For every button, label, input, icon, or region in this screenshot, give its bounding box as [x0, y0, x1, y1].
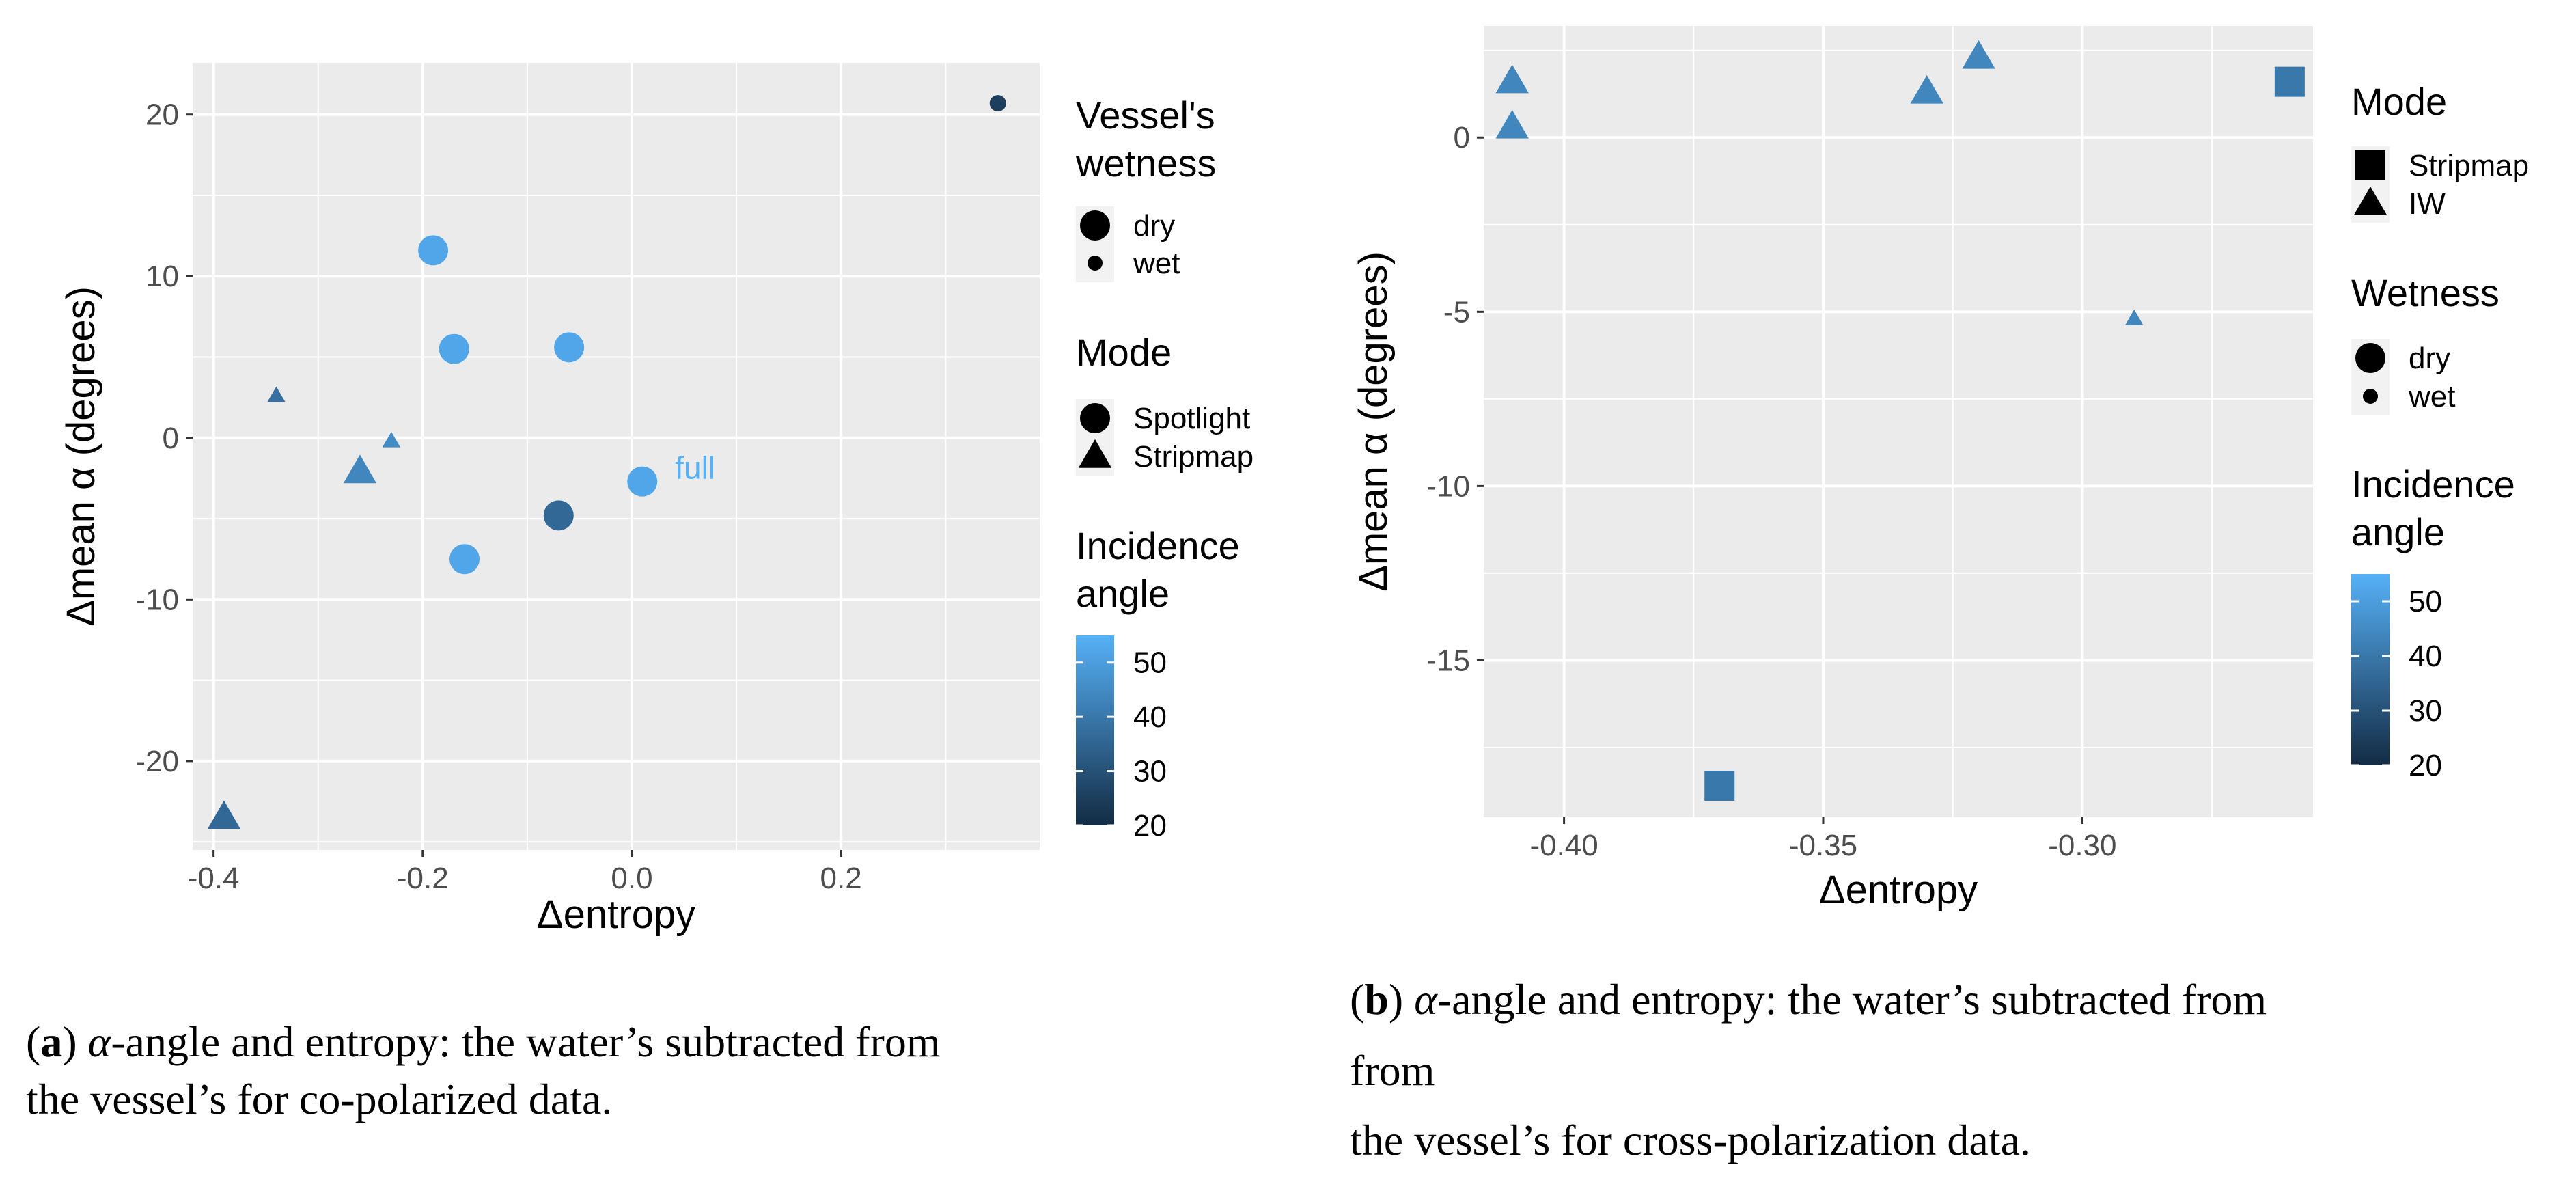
caption-text: -angle and entropy: the water’s subtract…: [1437, 975, 2267, 1024]
colorbar-tick-label: 20: [2409, 749, 2442, 782]
data-point: [2274, 66, 2305, 97]
legend-wetness-label: dry: [2409, 342, 2450, 375]
colorbar: [2351, 574, 2390, 765]
legend-wetness-title: wetness: [1075, 141, 1216, 184]
plot-panel: [193, 63, 1040, 850]
data-point: [627, 466, 658, 497]
caption-line: the vessel’s for cross-polarization data…: [1350, 1116, 2031, 1164]
legend-mode-key: [2353, 186, 2387, 215]
legend-mode-title: Mode: [2351, 80, 2447, 123]
legend-wetness-label: wet: [2408, 380, 2455, 413]
caption-label: (: [1350, 975, 1364, 1024]
caption-label: (: [26, 1017, 40, 1066]
caption-label: ): [62, 1017, 87, 1066]
y-tick-label: 20: [146, 98, 179, 132]
chart-a: -0.4 -0.2 0.0 0.2 -20 -10 0 10 20 Δentropy Δmean α…: [59, 63, 1254, 937]
legend-wetness-key: [2363, 389, 2378, 404]
colorbar-tick-label: 20: [1133, 809, 1167, 842]
legend: Wetness dry wet Mode Stripmap IW Incidenceangl…: [2351, 80, 2529, 782]
caption-label: ): [1389, 975, 1414, 1024]
legend-wetness-label: dry: [1133, 209, 1175, 243]
point-annotation: full: [675, 450, 715, 486]
legend-wetness-key: [1080, 210, 1110, 241]
caption-text: -angle and entropy: the water’s subtract…: [111, 1017, 940, 1066]
caption-line: the vessel’s for co-polarized data.: [26, 1075, 612, 1123]
x-tick-label: -0.40: [1529, 829, 1598, 862]
y-tick-label: -20: [135, 745, 179, 778]
data-point: [207, 800, 241, 829]
caption-line: (b) α-angle and entropy: the water’s sub…: [1350, 975, 2267, 1024]
chart-b: -0.40 -0.35 -0.30 -15 -10 -5 0 Δentropy Δmean α …: [1351, 26, 2529, 912]
data-point: [2125, 309, 2144, 325]
y-tick-label: 0: [1454, 121, 1470, 154]
colorbar-tick-label: 50: [2409, 585, 2442, 618]
y-tick-label: -5: [1443, 295, 1470, 329]
colorbar-tick-label: 30: [1133, 755, 1167, 789]
x-tick-label: 0.0: [611, 862, 652, 895]
legend-wetness-key: [1088, 256, 1103, 271]
data-point: [1495, 109, 1529, 139]
y-tick-label: -10: [1426, 469, 1470, 503]
legend-mode-label: Spotlight: [1133, 402, 1250, 435]
legend-mode-key: [1078, 439, 1112, 468]
caption-text: α: [1414, 975, 1438, 1024]
colorbar-tick-label: 50: [1133, 646, 1167, 680]
y-tick-label: -15: [1426, 644, 1470, 677]
legend-color-title: Incidence: [1076, 524, 1240, 567]
legend-color-title: angle: [2351, 510, 2445, 553]
y-axis-title: Δmean α (degrees): [59, 286, 103, 627]
data-point: [554, 332, 585, 363]
caption-label-letter: a: [40, 1017, 62, 1066]
x-tick-label: -0.2: [397, 862, 449, 895]
x-tick-label: -0.4: [188, 862, 240, 895]
data-point: [343, 454, 377, 484]
data-point: [418, 235, 449, 266]
colorbar-tick-label: 40: [2409, 640, 2442, 673]
data-point: [1962, 40, 1995, 69]
legend-mode-label: Stripmap: [1133, 440, 1254, 474]
data-point: [439, 333, 469, 364]
data-point: [382, 431, 401, 448]
legend-color-title: angle: [1076, 572, 1169, 615]
colorbar-tick-label: 40: [1133, 700, 1167, 734]
y-tick-label: -10: [135, 583, 179, 616]
data-point: [989, 95, 1006, 112]
colorbar-tick-label: 30: [2409, 694, 2442, 728]
data-point: [1495, 64, 1529, 94]
legend-mode-label: Stripmap: [2409, 149, 2529, 182]
colorbar: [1076, 635, 1114, 825]
legend-wetness-title: Vessel's: [1076, 94, 1215, 137]
plot-panel: [1484, 26, 2313, 817]
caption-line: from: [1350, 1046, 1435, 1095]
captions: (a) α-angle and entropy: the water’s sub…: [26, 975, 2267, 1164]
caption-label-letter: b: [1364, 975, 1389, 1024]
caption-line: (a) α-angle and entropy: the water’s sub…: [26, 1017, 941, 1066]
data-point: [449, 544, 480, 575]
legend-mode-title: Mode: [1076, 331, 1172, 374]
x-tick-label: 0.2: [820, 862, 862, 895]
caption-text: α: [88, 1017, 112, 1066]
data-point: [1910, 74, 1943, 104]
x-tick-label: -0.30: [2048, 829, 2116, 862]
legend-mode-key: [1080, 403, 1110, 433]
y-tick-label: 10: [146, 260, 179, 293]
legend-mode-key: [2355, 150, 2385, 180]
data-point: [1704, 771, 1735, 801]
legend-wetness-key: [2355, 343, 2385, 373]
y-tick-label: 0: [163, 422, 179, 455]
legend-wetness-title: Wetness: [2351, 271, 2499, 314]
legend-color-title: Incidence: [2351, 463, 2515, 506]
legend-mode-label: IW: [2409, 187, 2446, 221]
y-axis-title: Δmean α (degrees): [1351, 251, 1396, 592]
data-point: [267, 386, 286, 402]
x-tick-label: -0.35: [1789, 829, 1857, 862]
x-axis-title: Δentropy: [1819, 868, 1978, 912]
data-point: [543, 500, 574, 531]
x-axis-title: Δentropy: [537, 892, 695, 937]
legend-wetness-label: wet: [1133, 247, 1180, 280]
